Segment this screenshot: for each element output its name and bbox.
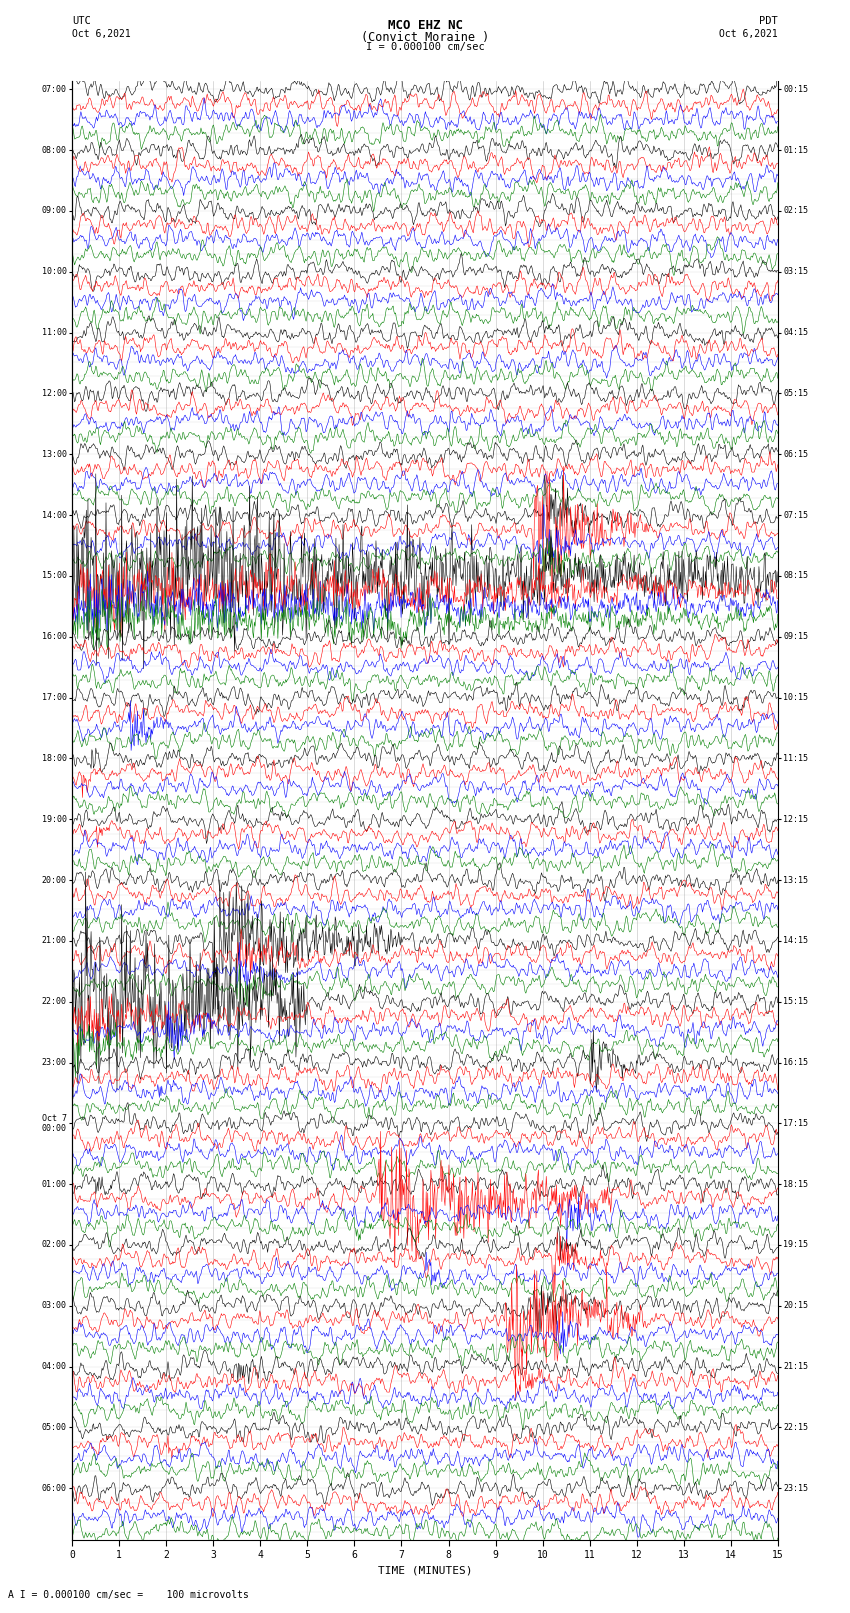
- Text: PDT: PDT: [759, 16, 778, 26]
- Text: (Convict Moraine ): (Convict Moraine ): [361, 31, 489, 44]
- Text: A I = 0.000100 cm/sec =    100 microvolts: A I = 0.000100 cm/sec = 100 microvolts: [8, 1590, 249, 1600]
- Text: Oct 6,2021: Oct 6,2021: [719, 29, 778, 39]
- Text: Oct 6,2021: Oct 6,2021: [72, 29, 131, 39]
- Text: I = 0.000100 cm/sec: I = 0.000100 cm/sec: [366, 42, 484, 52]
- X-axis label: TIME (MINUTES): TIME (MINUTES): [377, 1566, 473, 1576]
- Text: UTC: UTC: [72, 16, 91, 26]
- Text: MCO EHZ NC: MCO EHZ NC: [388, 19, 462, 32]
